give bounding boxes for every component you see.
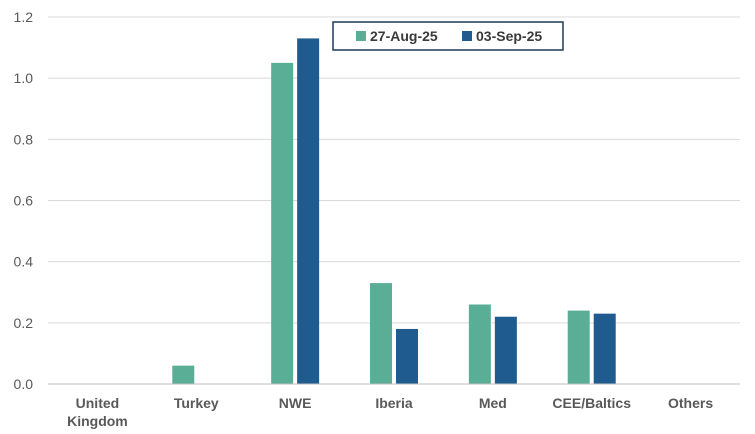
bar [172, 365, 195, 384]
legend-box [332, 21, 564, 51]
y-tick-label: 1.0 [14, 70, 34, 86]
bars [172, 38, 616, 385]
bar [370, 283, 392, 384]
x-category-label: Kingdom [67, 413, 128, 429]
x-category-label: CEE/Baltics [552, 395, 631, 411]
x-category-label: Turkey [174, 395, 219, 411]
x-category-label: Med [479, 395, 507, 411]
y-tick-label: 0.0 [14, 376, 34, 392]
x-category-label: Iberia [375, 395, 413, 411]
legend: 27-Aug-25 03-Sep-25 [332, 21, 564, 51]
x-axis-category-labels: United Kingdom Turkey NWE Iberia Med CEE/Balti… [67, 395, 713, 429]
bar [494, 316, 517, 384]
gridlines [48, 16, 740, 324]
legend-swatch [356, 31, 366, 41]
bar [567, 310, 590, 384]
y-tick-label: 0.4 [14, 254, 34, 270]
y-axis-tick-labels: 0.0 0.2 0.4 0.6 0.8 1.0 1.2 [14, 9, 34, 392]
y-tick-label: 0.8 [14, 131, 34, 147]
y-tick-label: 0.6 [14, 193, 34, 209]
x-category-label: United [76, 395, 120, 411]
x-category-label: Others [668, 395, 713, 411]
bar [396, 328, 418, 384]
bar [468, 304, 491, 384]
legend-label: 03-Sep-25 [476, 28, 542, 44]
bar [593, 313, 616, 384]
y-tick-label: 0.2 [14, 315, 34, 331]
x-category-label: NWE [279, 395, 312, 411]
legend-label: 27-Aug-25 [370, 28, 438, 44]
bar [271, 62, 294, 384]
bar [297, 38, 320, 385]
y-tick-label: 1.2 [14, 9, 34, 25]
legend-swatch [462, 31, 472, 41]
